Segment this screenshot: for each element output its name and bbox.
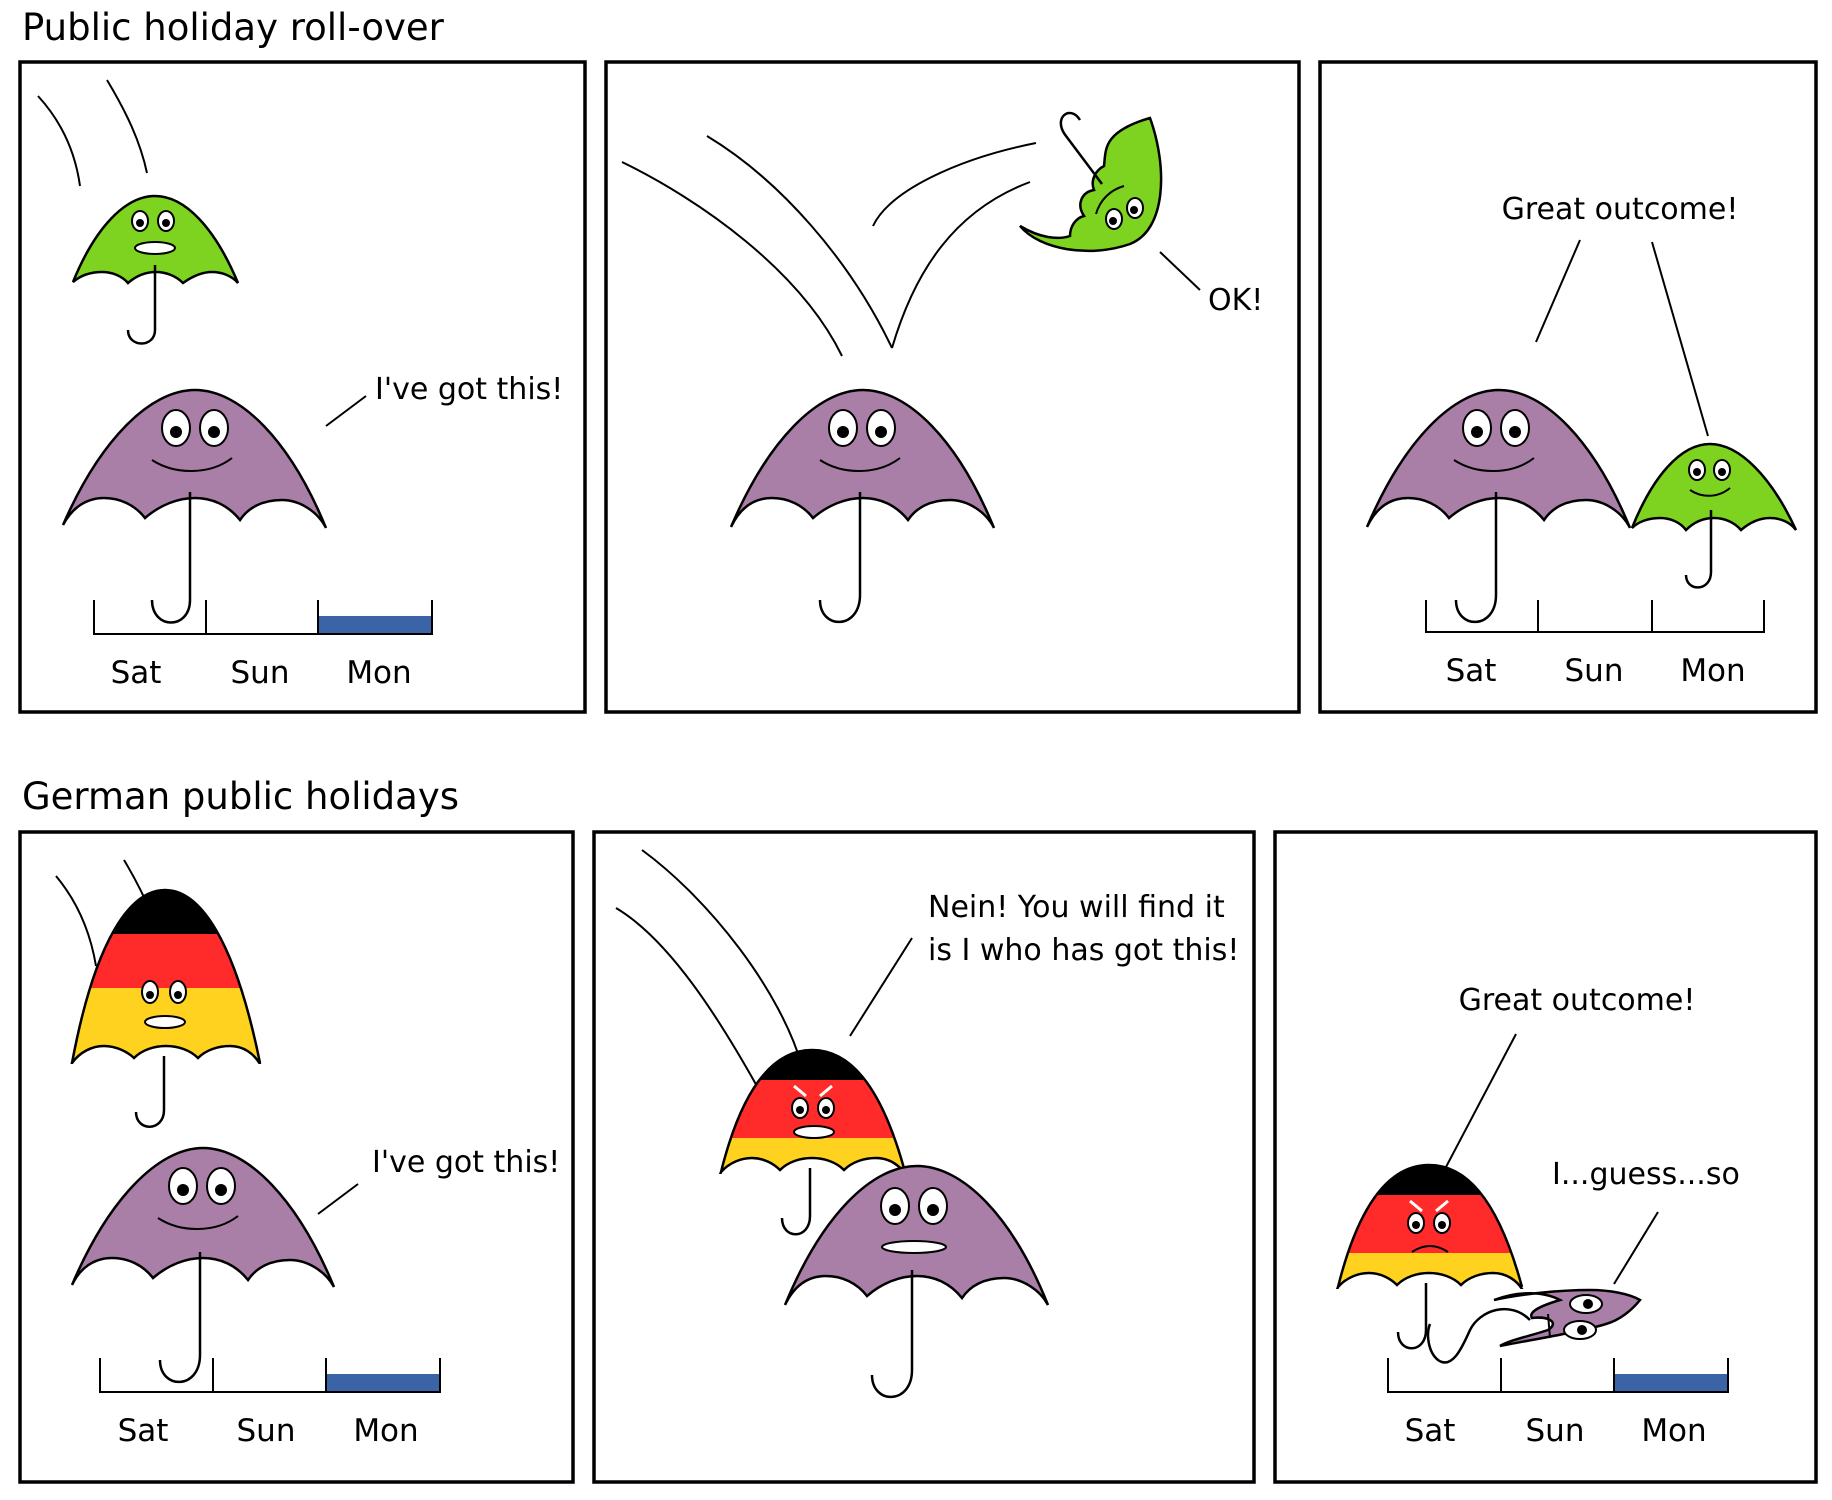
speech-text-line2: is I who has got this! [928,933,1239,968]
holiday-marker [326,1374,440,1392]
purple-umbrella-squashed [1426,1288,1642,1364]
panel-frame [1318,60,1818,714]
weekday-bar: Sat Sun Mon [99,1358,441,1449]
holiday-marker [318,616,432,634]
speech-pointer [317,1183,359,1215]
speech-pointer [1435,1033,1517,1187]
day-label-mon: Mon [1641,1413,1706,1449]
green-umbrella [1630,442,1798,589]
purple-umbrella [1365,388,1632,624]
purple-umbrella [783,1164,1050,1399]
day-label-mon: Mon [353,1413,418,1449]
speech-pointer [849,937,913,1037]
day-label-sun: Sun [1526,1413,1585,1449]
day-label-sat: Sat [111,655,162,691]
german-flag-umbrella-angry [1330,1163,1540,1350]
speech-text: OK! [1208,283,1263,318]
strip-title-german: German public holidays [22,775,459,818]
motion-line [706,135,893,349]
panel-1-3: Great outcome! Sat Sun Mon [1318,60,1818,714]
motion-line [615,907,759,1089]
strip-title-rollover: Public holiday roll-over [22,6,445,49]
speech-text: I've got this! [372,1145,560,1180]
motion-line [37,95,81,187]
panel-frame [604,60,1301,714]
day-label-mon: Mon [346,655,411,691]
speech-pointer [1651,241,1709,437]
green-umbrella-tumbling [1019,111,1163,253]
panel-2-3: Great outcome! I...guess...so [1273,830,1818,1484]
speech-pointer [1159,251,1201,291]
motion-line [641,849,803,1067]
panel-frame [1273,830,1818,1484]
day-label-sun: Sun [1565,653,1624,689]
day-label-sat: Sat [1446,653,1497,689]
panel-2-2: Nein! You will find it is I who has got … [592,830,1256,1484]
motion-line [872,142,1037,227]
speech-pointer [1535,239,1581,343]
panel-frame [592,830,1256,1484]
panel-1-1: I've got this! Sat Sun Mon [18,60,587,714]
motion-line [891,181,1031,349]
day-label-sun: Sun [231,655,290,691]
panel-frame [18,60,587,714]
purple-umbrella [61,388,328,624]
panel-2-1: I've got this! Sat Sun Mon [18,830,575,1484]
green-umbrella [71,194,240,345]
motion-line [106,79,148,174]
weekday-bar: Sat Sun Mon [1425,600,1765,689]
speech-pointer [1613,1211,1659,1285]
purple-umbrella [70,1146,336,1384]
speech-pointer [325,395,367,427]
holiday-marker [1614,1374,1728,1392]
day-label-sat: Sat [1405,1413,1456,1449]
speech-text: Great outcome! [1502,192,1739,227]
weekday-bar: Sat Sun Mon [1387,1358,1729,1449]
motion-line [55,875,97,967]
speech-text: I've got this! [375,372,563,407]
purple-umbrella [729,388,996,624]
day-label-mon: Mon [1680,653,1745,689]
speech-text: Great outcome! [1459,983,1696,1018]
weekday-bar: Sat Sun Mon [93,600,433,691]
motion-line [621,161,843,357]
speech-text-line1: Nein! You will find it [928,890,1225,925]
panel-1-2: OK! [604,60,1301,714]
day-label-sat: Sat [118,1413,169,1449]
speech-text-2: I...guess...so [1552,1157,1740,1192]
day-label-sun: Sun [237,1413,296,1449]
